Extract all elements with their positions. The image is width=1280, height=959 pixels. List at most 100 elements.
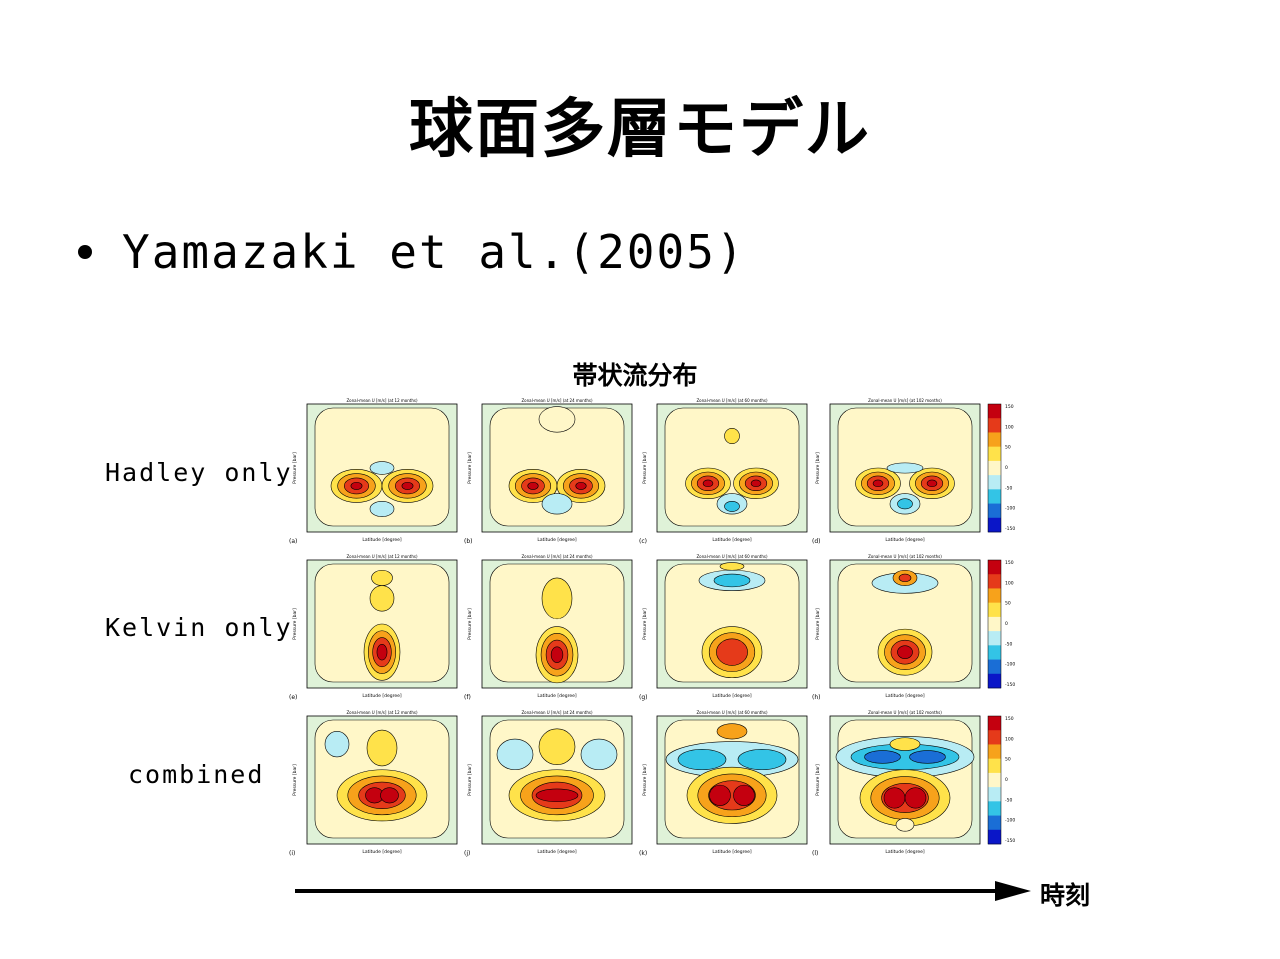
panel-title: Zonal-mean U [m/s] (at 12 months): [346, 398, 418, 403]
contour-blob: [895, 818, 915, 832]
time-arrow-head-icon: [995, 881, 1031, 901]
contour-panel: Zonal-mean U [m/s] (at 12 months) Latitud…: [289, 710, 458, 857]
x-axis-label: Latitude [degree]: [362, 849, 401, 855]
contour-blob: [550, 646, 564, 663]
colorbar-swatch: [988, 602, 1001, 618]
colorbar: 150 100 50 0 -50 -100 -150: [987, 403, 1015, 533]
panel-letter: (a): [289, 538, 297, 545]
contour-blob: [369, 585, 395, 612]
y-axis-label: Pressure [bar]: [815, 764, 821, 796]
colorbar-tick: -150: [1005, 838, 1015, 844]
colorbar-swatch: [988, 716, 1001, 731]
contour-blob: [897, 645, 913, 659]
y-axis-label: Pressure [bar]: [815, 452, 821, 484]
colorbar-frame: [987, 559, 1002, 689]
colorbar-tick: 100: [1005, 736, 1014, 742]
y-axis-label: Pressure [bar]: [467, 452, 473, 484]
panel-title: Zonal-mean U [m/s] (at 102 months): [868, 554, 942, 559]
contour-blob: [716, 638, 748, 666]
colorbar-tick: 50: [1005, 601, 1011, 607]
figure-caption: 帯状流分布: [572, 361, 698, 390]
colorbar-swatch: [988, 460, 1001, 476]
contour-panel: Zonal-mean U [m/s] (at 60 months) Latitud…: [639, 554, 808, 701]
colorbar-tick: -100: [1005, 818, 1015, 824]
contour-blob: [538, 728, 576, 765]
colorbar-tick: 100: [1005, 580, 1014, 586]
contour-blob: [369, 500, 395, 517]
contour-blob: [883, 787, 906, 809]
row-label-combined: combined: [128, 760, 265, 789]
contour-panel: Zonal-mean U [m/s] (at 102 months) Latitu…: [812, 554, 981, 701]
colorbar-tick: -50: [1005, 485, 1012, 491]
colorbar-tick: 150: [1005, 716, 1014, 722]
panel-letter: (c): [639, 538, 647, 545]
colorbar-swatch: [988, 404, 1001, 419]
contour-blob: [904, 787, 927, 809]
contour-blob: [538, 406, 576, 433]
contour-blob: [909, 750, 946, 764]
bullet-item: Yamazaki et al.(2005): [78, 222, 746, 282]
panel-letter: (g): [639, 694, 648, 701]
panel-letter: (d): [812, 538, 821, 545]
y-axis-label: Pressure [bar]: [642, 764, 648, 796]
colorbar-tick: 50: [1005, 445, 1011, 451]
contour-blob: [580, 738, 618, 771]
contour-blob: [926, 479, 938, 488]
contour-blob: [380, 787, 399, 804]
time-arrow: [295, 881, 1031, 901]
row-label-hadley: Hadley only: [105, 458, 293, 487]
colorbar-swatch: [988, 730, 1001, 745]
colorbar-tick: -100: [1005, 506, 1015, 512]
contour-blob: [750, 479, 762, 488]
panel-title: Zonal-mean U [m/s] (at 102 months): [868, 398, 942, 403]
contour-blob: [677, 748, 727, 771]
x-axis-label: Latitude [degree]: [712, 693, 751, 699]
y-axis-label: Pressure [bar]: [292, 452, 298, 484]
x-axis-label: Latitude [degree]: [885, 537, 924, 543]
contour-blob: [733, 784, 755, 806]
panel-letter: (j): [464, 850, 470, 857]
contour-blob: [376, 643, 388, 661]
contour-blob: [737, 748, 787, 771]
x-axis-label: Latitude [degree]: [362, 693, 401, 699]
contour-panel: Zonal-mean U [m/s] (at 24 months) Latitud…: [464, 398, 633, 545]
panel-title: Zonal-mean U [m/s] (at 24 months): [521, 398, 593, 403]
contour-blob: [350, 481, 363, 490]
colorbar-swatch: [988, 758, 1001, 774]
colorbar-swatch: [988, 489, 1001, 504]
colorbar-swatch: [988, 616, 1001, 632]
x-axis-label: Latitude [degree]: [712, 849, 751, 855]
panel-title: Zonal-mean U [m/s] (at 102 months): [868, 710, 942, 715]
contour-panel: Zonal-mean U [m/s] (at 102 months) Latitu…: [812, 398, 981, 545]
colorbar-swatch: [988, 801, 1001, 816]
panel-title: Zonal-mean U [m/s] (at 12 months): [346, 710, 418, 715]
colorbar-swatch: [988, 631, 1001, 646]
colorbar-tick: 150: [1005, 560, 1014, 566]
panel-letter: (b): [464, 538, 473, 545]
contour-blob: [713, 573, 751, 588]
colorbar-swatch: [988, 829, 1001, 845]
contour-panel: Zonal-mean U [m/s] (at 60 months) Latitud…: [639, 710, 808, 857]
contour-blob: [401, 481, 414, 490]
colorbar-swatch: [988, 475, 1001, 490]
colorbar-tick: -100: [1005, 662, 1015, 668]
colorbar-tick: -150: [1005, 682, 1015, 688]
reference-text: Yamazaki et al.(2005): [122, 225, 746, 279]
colorbar-swatch: [988, 432, 1001, 447]
panel-title: Zonal-mean U [m/s] (at 60 months): [696, 554, 768, 559]
y-axis-label: Pressure [bar]: [642, 608, 648, 640]
zero-contour-region: [837, 563, 973, 683]
zero-contour-region: [314, 563, 450, 683]
contour-panel: Zonal-mean U [m/s] (at 12 months) Latitud…: [289, 398, 458, 545]
colorbar-swatch: [988, 787, 1001, 802]
contour-blob: [324, 731, 350, 758]
contour-panel: Zonal-mean U [m/s] (at 60 months) Latitud…: [639, 398, 808, 545]
contour-blob: [719, 562, 745, 571]
contour-panel: Zonal-mean U [m/s] (at 12 months) Latitud…: [289, 554, 458, 701]
contour-blob: [575, 481, 587, 490]
contour-blob: [886, 462, 924, 474]
colorbar-swatch: [988, 418, 1001, 433]
x-axis-label: Latitude [degree]: [885, 693, 924, 699]
contour-blob: [527, 481, 539, 490]
colorbar-tick: 50: [1005, 757, 1011, 763]
